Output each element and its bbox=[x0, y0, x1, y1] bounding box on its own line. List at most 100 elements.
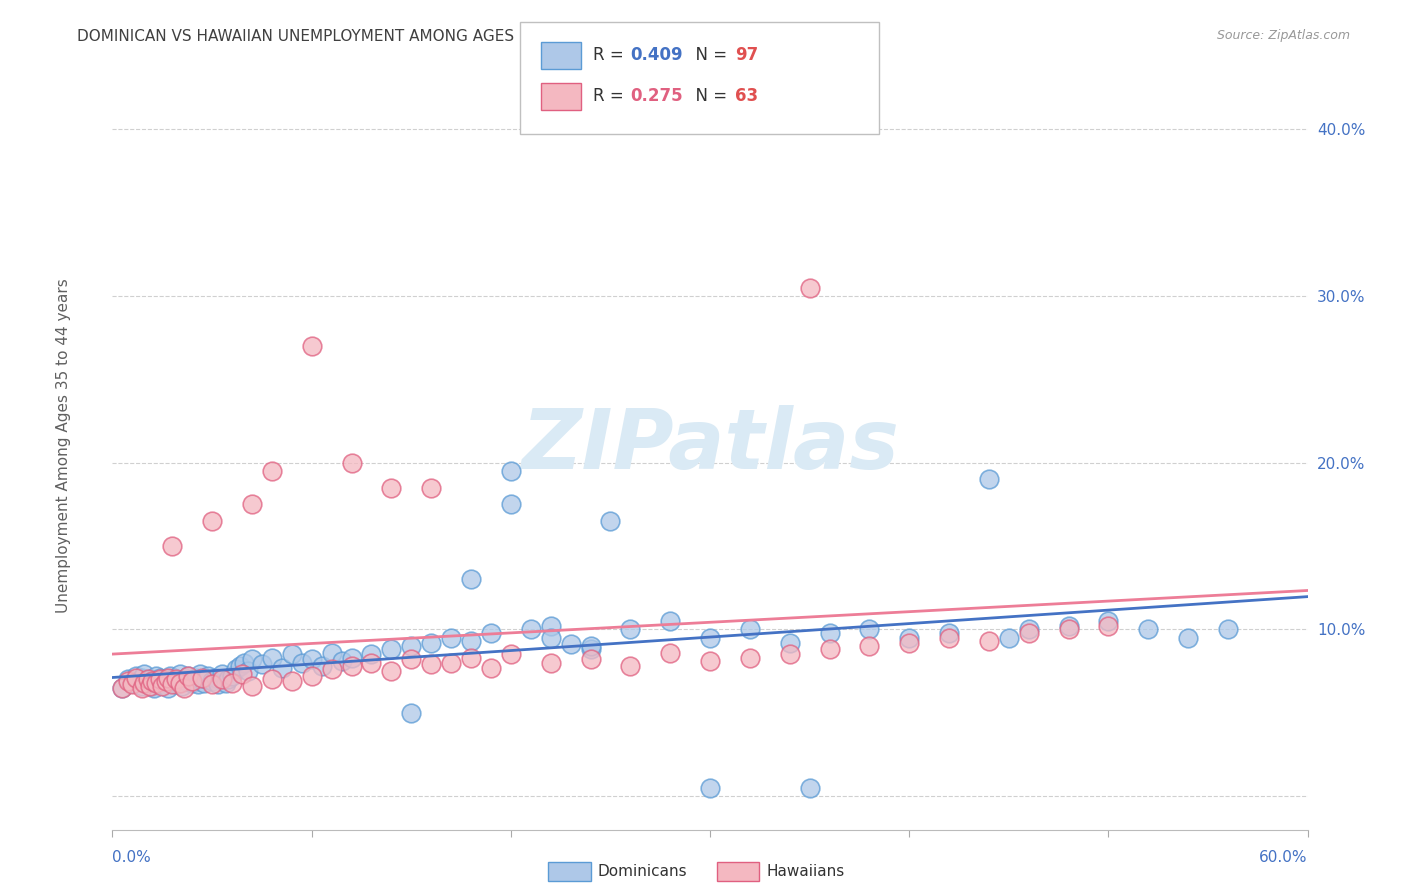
Point bbox=[111, 681, 134, 695]
Point bbox=[499, 464, 522, 478]
Point bbox=[148, 674, 170, 689]
Point bbox=[188, 667, 211, 681]
Point bbox=[186, 671, 208, 685]
Point bbox=[281, 648, 304, 662]
Point bbox=[619, 623, 641, 637]
Point bbox=[520, 623, 543, 637]
Point bbox=[260, 464, 283, 478]
Point bbox=[225, 663, 247, 677]
Point bbox=[150, 677, 173, 691]
Point bbox=[134, 667, 156, 681]
Point bbox=[221, 675, 243, 690]
Point bbox=[401, 706, 423, 720]
Point bbox=[174, 674, 197, 689]
Point bbox=[858, 639, 880, 653]
Point bbox=[181, 674, 204, 689]
Point bbox=[380, 664, 402, 678]
Text: R =: R = bbox=[593, 46, 630, 64]
Point bbox=[138, 673, 160, 687]
Point bbox=[233, 656, 256, 670]
Point bbox=[330, 654, 353, 668]
Point bbox=[236, 664, 259, 678]
Point bbox=[205, 671, 228, 685]
Text: Source: ZipAtlas.com: Source: ZipAtlas.com bbox=[1216, 29, 1350, 42]
Point bbox=[141, 674, 163, 689]
Point bbox=[211, 667, 233, 681]
Point bbox=[460, 650, 482, 665]
Point bbox=[938, 625, 960, 640]
Point bbox=[301, 652, 323, 666]
Point bbox=[291, 656, 314, 670]
Point bbox=[221, 669, 243, 683]
Point bbox=[141, 679, 163, 693]
Point bbox=[799, 280, 821, 294]
Point bbox=[440, 631, 463, 645]
Point bbox=[187, 677, 209, 691]
Point bbox=[193, 675, 215, 690]
Point bbox=[162, 677, 183, 691]
Text: ZIPatlas: ZIPatlas bbox=[522, 406, 898, 486]
Point bbox=[540, 619, 562, 633]
Point bbox=[579, 642, 602, 657]
Point bbox=[121, 675, 143, 690]
Point bbox=[165, 677, 187, 691]
Point bbox=[360, 648, 382, 662]
Point bbox=[499, 648, 522, 662]
Point bbox=[380, 481, 402, 495]
Point bbox=[360, 656, 382, 670]
Point bbox=[125, 671, 148, 685]
Point bbox=[217, 673, 239, 687]
Point bbox=[479, 625, 502, 640]
Point bbox=[311, 659, 333, 673]
Point bbox=[157, 681, 180, 695]
Point bbox=[117, 673, 139, 687]
Point bbox=[240, 652, 263, 666]
Point bbox=[229, 659, 252, 673]
Point bbox=[153, 673, 176, 687]
Point bbox=[401, 639, 423, 653]
Point bbox=[738, 650, 761, 665]
Point bbox=[779, 636, 801, 650]
Text: 63: 63 bbox=[735, 87, 758, 105]
Point bbox=[181, 675, 204, 690]
Point bbox=[155, 674, 177, 689]
Point bbox=[197, 669, 219, 683]
Point bbox=[659, 646, 682, 660]
Point bbox=[159, 669, 181, 683]
Point bbox=[165, 673, 187, 687]
Text: 0.409: 0.409 bbox=[630, 46, 682, 64]
Point bbox=[121, 677, 143, 691]
Point bbox=[195, 673, 218, 687]
Point bbox=[560, 637, 582, 651]
Point bbox=[1057, 619, 1080, 633]
Point bbox=[818, 625, 841, 640]
Point bbox=[167, 675, 190, 690]
Point bbox=[340, 650, 363, 665]
Point bbox=[1177, 631, 1199, 645]
Point bbox=[1018, 625, 1040, 640]
Point bbox=[738, 623, 761, 637]
Point bbox=[420, 657, 443, 672]
Text: DOMINICAN VS HAWAIIAN UNEMPLOYMENT AMONG AGES 35 TO 44 YEARS CORRELATION CHART: DOMINICAN VS HAWAIIAN UNEMPLOYMENT AMONG… bbox=[77, 29, 814, 44]
Point bbox=[938, 631, 960, 645]
Point bbox=[131, 679, 153, 693]
Point bbox=[1137, 623, 1160, 637]
Point bbox=[977, 634, 1000, 648]
Point bbox=[1018, 623, 1040, 637]
Text: 60.0%: 60.0% bbox=[1260, 849, 1308, 864]
Text: Unemployment Among Ages 35 to 44 years: Unemployment Among Ages 35 to 44 years bbox=[56, 278, 70, 614]
Point bbox=[1057, 623, 1080, 637]
Point bbox=[173, 673, 195, 687]
Point bbox=[149, 671, 172, 685]
Point bbox=[321, 663, 343, 677]
Point bbox=[1097, 619, 1119, 633]
Point bbox=[898, 636, 921, 650]
Point bbox=[139, 679, 162, 693]
Point bbox=[998, 631, 1021, 645]
Point bbox=[149, 673, 172, 687]
Point bbox=[177, 669, 200, 683]
Point bbox=[139, 673, 162, 687]
Point bbox=[898, 631, 921, 645]
Text: 0.0%: 0.0% bbox=[112, 849, 152, 864]
Point bbox=[619, 659, 641, 673]
